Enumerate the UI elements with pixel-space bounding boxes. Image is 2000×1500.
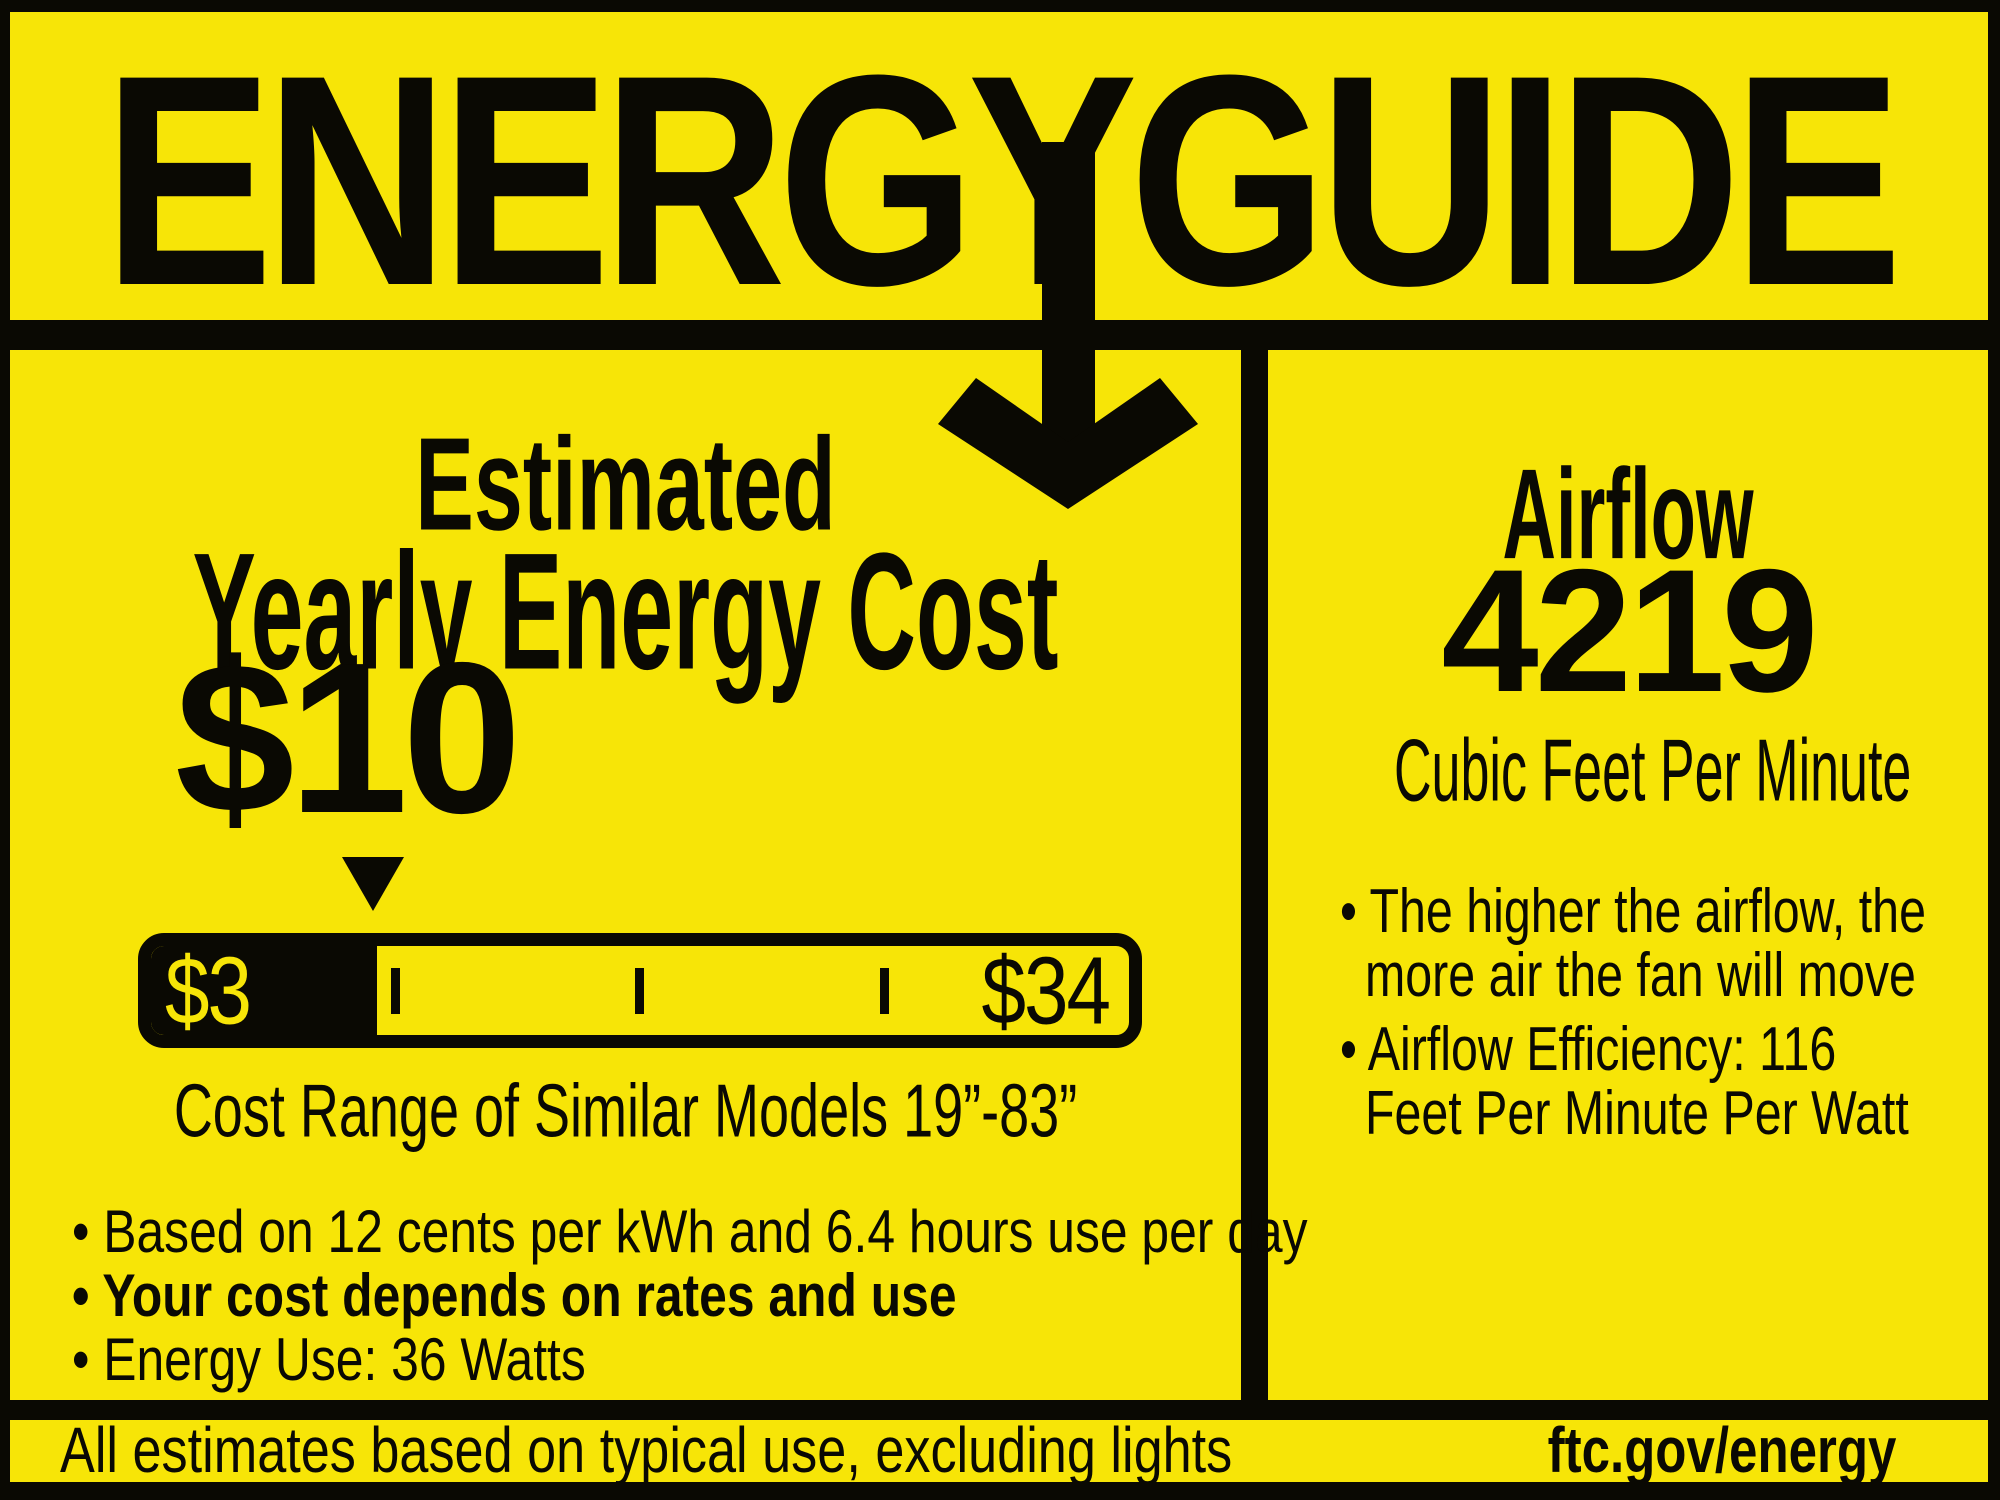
estimated-heading: Estimated [415,409,836,559]
bar-tick [879,967,889,1014]
cost-marker-triangle-icon [342,857,404,911]
energyguide-logotype: ENERGYGUIDE [103,12,1902,348]
main-area: Estimated Yearly Energy Cost $10 $3 $34 … [10,350,1988,1400]
airflow-notes-list: • The higher the airflow, the more air t… [1340,880,1980,1156]
cost-notes-list: • Based on 12 cents per kWh and 6.4 hour… [72,1198,1308,1393]
cost-note-depends: • Your cost depends on rates and use [72,1262,957,1329]
label-footer: All estimates based on typical use, excl… [10,1414,1988,1487]
horizontal-divider-bottom [10,1400,1988,1420]
airflow-note-line: Feet Per Minute Per Watt [1364,1079,1909,1148]
yearly-energy-cost-heading: Yearly Energy Cost [192,519,1059,706]
airflow-heading: Airflow [1502,443,1754,587]
cost-note-rate: • Based on 12 cents per kWh and 6.4 hour… [72,1198,1308,1265]
cost-range-bar-fill: $3 [151,936,377,1044]
airflow-value: 4219 [1441,534,1818,729]
cost-range-caption: Cost Range of Similar Models 19”-83” [173,1069,1078,1154]
airflow-unit-label: Cubic Feet Per Minute [1394,721,1912,820]
airflow-note-efficiency: • Airflow Efficiency: 116 Feet Per Minut… [1340,1018,1980,1146]
airflow-note-line: • Airflow Efficiency: 116 [1340,1015,1837,1084]
vertical-panel-divider [1241,350,1268,1400]
bar-tick [390,967,400,1014]
airflow-note-line: • The higher the airflow, the [1340,877,1926,946]
airflow-note-higher: • The higher the airflow, the more air t… [1340,880,1980,1008]
horizontal-divider-top [10,320,1988,350]
cost-range-min-label: $3 [165,936,252,1044]
footer-disclaimer: All estimates based on typical use, excl… [60,1414,1233,1487]
cost-panel: Estimated Yearly Energy Cost $10 $3 $34 … [10,350,1308,1400]
airflow-panel: Airflow 4219 Cubic Feet Per Minute • The… [1268,350,1988,1400]
cost-range-bar: $3 $34 [138,933,1142,1048]
cost-note-energy-use: • Energy Use: 36 Watts [72,1326,586,1393]
footer-website: ftc.gov/energy [1547,1414,1896,1487]
cost-range-max-label: $34 [981,936,1111,1044]
airflow-note-line: more air the fan will move [1364,941,1916,1010]
label-header: ENERGYGUIDE [10,12,1988,330]
bar-tick [635,967,644,1014]
estimated-yearly-cost-value: $10 [175,617,522,858]
